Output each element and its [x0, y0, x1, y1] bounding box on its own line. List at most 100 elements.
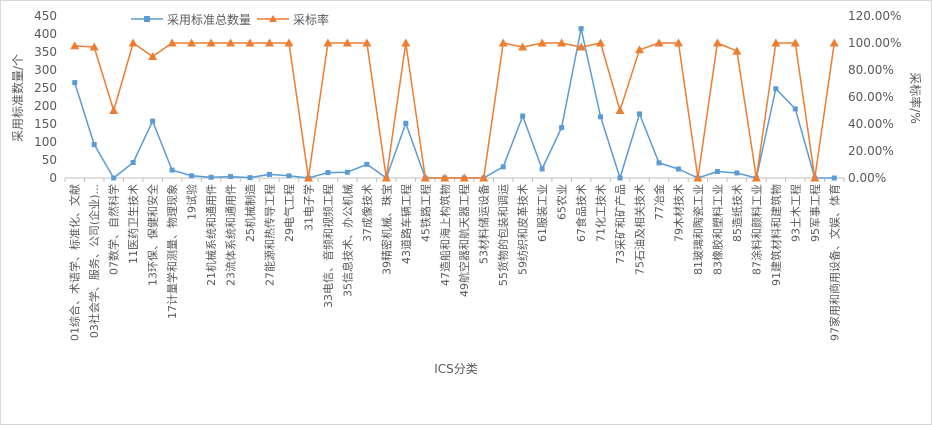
y-right-tick-label: 80.00% — [848, 63, 894, 77]
x-tick-label: 65农业 — [555, 184, 569, 220]
x-tick-label: 59纺织和皮革技术 — [516, 184, 530, 275]
x-tick-label: 93土木工程 — [789, 184, 802, 242]
y-right-tick-label: 0.00% — [848, 171, 886, 185]
data-point-series-1 — [266, 171, 272, 177]
data-point-series-2 — [323, 38, 333, 47]
data-point-series-1 — [734, 170, 740, 176]
series-layer — [70, 26, 839, 182]
data-point-series-2 — [498, 38, 508, 47]
data-point-series-1 — [130, 160, 136, 166]
y-left-tick-label: 150 — [34, 117, 57, 131]
legend-label-series-1: 采用标准总数量 — [167, 12, 251, 27]
data-point-series-2 — [401, 38, 411, 47]
data-point-series-2 — [673, 38, 683, 47]
y-axis-title-left: 采用标准数量/个 — [10, 54, 25, 142]
x-tick-label: 23流体系统和通用件 — [224, 184, 238, 286]
x-tick-label: 43道路车辆工程 — [399, 184, 413, 264]
x-tick-label: 49航空器和航天器工程 — [457, 184, 471, 297]
data-point-series-2 — [479, 173, 489, 182]
data-point-series-1 — [228, 174, 234, 180]
data-point-series-1 — [773, 86, 779, 92]
x-tick-label: 87涂料和颜料工业 — [749, 184, 763, 275]
data-point-series-2 — [537, 38, 547, 47]
x-tick-label: 97家用和商用设备、文娱、体育 — [827, 184, 841, 341]
data-point-series-1 — [150, 118, 156, 124]
x-tick-label: 71化工技术 — [594, 184, 608, 242]
data-point-series-2 — [557, 38, 567, 47]
data-point-series-2 — [342, 38, 352, 47]
x-tick-label: 81玻璃和陶瓷工业 — [691, 184, 705, 275]
x-tick-label: 91建筑材料和建筑物 — [769, 184, 783, 286]
data-point-series-1 — [656, 160, 662, 166]
y-right-tick-label: 40.00% — [848, 117, 894, 131]
y-left-tick-label: 400 — [34, 27, 57, 41]
data-point-series-1 — [286, 173, 292, 179]
x-tick-label: 29电气工程 — [282, 184, 296, 242]
axes: 0 50 100 150 200 250 300 350 400 450 0.00% 20.00% 40… — [34, 9, 901, 341]
data-point-series-1 — [559, 125, 565, 131]
x-tick-label: 31电子学 — [301, 184, 315, 231]
data-point-series-2 — [245, 38, 255, 47]
data-point-series-1 — [831, 175, 837, 181]
y-right-tick-label: 120.00% — [848, 9, 901, 23]
data-point-series-2 — [790, 38, 800, 47]
y-right-tick-label: 20.00% — [848, 144, 894, 158]
x-tick-label: 01综合、术语学、标准化、文献 — [68, 184, 82, 341]
data-point-series-1 — [539, 166, 545, 172]
data-point-series-2 — [829, 38, 839, 47]
data-point-series-2 — [732, 46, 742, 55]
data-point-series-2 — [654, 38, 664, 47]
x-tick-label: 13环保、保健和安全 — [146, 184, 160, 286]
y-left-tick-label: 200 — [34, 99, 57, 113]
data-point-series-2 — [148, 52, 158, 60]
data-point-series-2 — [459, 173, 469, 182]
data-point-series-2 — [518, 42, 528, 51]
x-tick-label: 79木材技术 — [671, 184, 685, 242]
legend-marker-series-1 — [144, 16, 150, 22]
data-point-series-1 — [500, 164, 506, 170]
x-tick-label: 03社会学、服务、公司(企业)... — [87, 184, 101, 338]
data-point-series-2 — [284, 38, 294, 47]
y-left-tick-label: 50 — [42, 153, 57, 167]
data-point-series-1 — [364, 161, 370, 167]
x-tick-label: 61服装工业 — [536, 184, 549, 242]
data-point-series-1 — [403, 120, 409, 126]
x-tick-label: 45铁路工程 — [419, 184, 432, 242]
data-point-series-1 — [792, 106, 798, 112]
x-tick-label: 47造船和海上构筑物 — [438, 184, 452, 286]
y-left-tick-label: 300 — [34, 63, 57, 77]
x-tick-label: 25机械制造 — [243, 184, 257, 242]
x-tick-label: 39精密机械、珠宝 — [379, 184, 393, 275]
y-right-tick-label: 100.00% — [848, 36, 901, 50]
x-tick-label: 21机械系统和通用件 — [204, 184, 218, 286]
data-point-series-2 — [615, 106, 625, 114]
data-point-series-2 — [109, 106, 119, 114]
x-tick-label: 35信息技术、办公机械 — [340, 184, 354, 297]
legend: 采用标准总数量 采标率 — [131, 12, 329, 27]
x-tick-label: 73采矿和矿产品 — [613, 184, 627, 264]
data-point-series-2 — [751, 173, 761, 182]
data-point-series-2 — [712, 38, 722, 47]
data-point-series-1 — [247, 175, 253, 181]
y-left-tick-label: 350 — [34, 45, 57, 59]
data-point-series-1 — [111, 175, 117, 181]
data-point-series-2 — [810, 173, 820, 182]
x-tick-label: 11医药卫生技术 — [126, 184, 140, 264]
data-point-series-2 — [362, 38, 372, 47]
x-tick-label: 37成像技术 — [361, 184, 374, 242]
x-tick-label: 07数学、自然科学 — [107, 184, 121, 275]
series-line-2 — [74, 42, 836, 179]
data-point-series-1 — [637, 111, 643, 117]
data-point-series-1 — [598, 114, 604, 120]
data-point-series-1 — [189, 173, 195, 179]
data-point-series-2 — [206, 38, 216, 47]
data-point-series-2 — [440, 173, 450, 182]
data-point-series-1 — [169, 167, 175, 173]
data-point-series-2 — [596, 38, 606, 47]
data-point-series-2 — [167, 38, 177, 47]
x-tick-label: 27能源和热传导工程 — [262, 184, 276, 286]
legend-marker-series-2 — [269, 15, 277, 22]
series-line-1 — [73, 27, 835, 179]
data-point-series-2 — [420, 173, 430, 182]
